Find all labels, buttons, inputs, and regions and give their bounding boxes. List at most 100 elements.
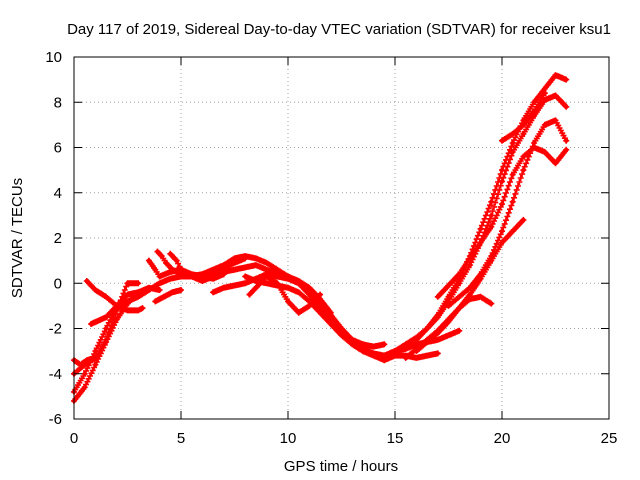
series-sat-10 (152, 287, 184, 305)
data-point (264, 267, 269, 272)
data-point (531, 109, 537, 114)
series-sat-21 (499, 90, 548, 144)
y-tick-label: 10 (45, 49, 62, 66)
data-point (553, 161, 558, 166)
axis-ticks: 0 5 10 15 20 25 -6 -4 -2 0 2 4 6 8 10 (45, 49, 617, 447)
data-point (446, 303, 451, 309)
data-point (542, 149, 547, 155)
data-point (93, 287, 98, 293)
y-tick-label: -6 (49, 411, 62, 428)
y-tick-label: 4 (54, 185, 62, 202)
data-point (499, 167, 505, 173)
data-point (371, 353, 376, 358)
data-point (178, 287, 184, 293)
data-point (542, 122, 547, 128)
data-point (210, 274, 216, 279)
series-sat-20 (413, 293, 495, 355)
data-point (168, 251, 173, 257)
data-point (521, 122, 526, 128)
data-point (146, 287, 152, 293)
data-point (414, 355, 419, 361)
data-point (478, 276, 483, 281)
data-point (155, 249, 160, 254)
data-point (435, 294, 440, 300)
data-point (255, 283, 261, 288)
series-sat-17 (434, 144, 570, 300)
series-markers (445, 117, 570, 309)
data-point (414, 348, 419, 354)
data-point (157, 281, 162, 286)
data-point (403, 355, 408, 361)
data-point (178, 267, 184, 272)
data-point (210, 290, 216, 295)
data-point (521, 167, 526, 173)
data-point (243, 274, 248, 279)
y-tick-label: 6 (54, 140, 62, 157)
data-point (243, 265, 248, 270)
data-point (136, 308, 141, 313)
data-point (564, 138, 569, 143)
data-point (403, 344, 408, 349)
data-point (542, 86, 547, 91)
data-point (564, 104, 569, 109)
data-point (264, 281, 269, 286)
x-axis-label: GPS time / hours (284, 458, 398, 475)
data-point (424, 353, 430, 358)
data-point (521, 217, 526, 223)
data-point (382, 357, 387, 363)
data-point (243, 253, 248, 259)
data-point (153, 299, 158, 304)
data-point (457, 328, 462, 333)
data-point (553, 118, 558, 123)
data-point (371, 344, 376, 349)
data-point (146, 258, 152, 263)
data-point (382, 342, 387, 347)
data-point (521, 131, 526, 137)
data-point (553, 72, 558, 78)
series-sat-19 (402, 216, 527, 361)
data-point (542, 91, 547, 96)
data-point (435, 337, 440, 343)
data-point (221, 285, 226, 290)
data-point (159, 253, 164, 259)
data-point (478, 240, 483, 245)
data-point (521, 154, 526, 159)
series-markers (154, 248, 388, 350)
data-point (88, 321, 94, 327)
data-point (253, 278, 259, 284)
data-point (168, 269, 173, 275)
data-point (339, 326, 344, 331)
data-point (103, 314, 109, 320)
data-point (499, 138, 505, 143)
data-point (424, 326, 430, 331)
data-point (232, 267, 237, 272)
data-point (84, 278, 90, 284)
data-point (232, 283, 237, 288)
series-sat-13 (246, 273, 324, 316)
data-point (170, 290, 175, 295)
data-point (499, 240, 505, 245)
data-point (553, 93, 558, 98)
x-tick-label: 0 (70, 430, 78, 447)
data-point (499, 201, 505, 207)
data-point (103, 294, 109, 300)
data-point (435, 351, 440, 356)
y-tick-label: 0 (54, 275, 62, 292)
data-point (317, 310, 323, 315)
data-point (564, 147, 569, 152)
y-axis-label: SDTVAR / TECUs (9, 178, 26, 298)
series-sat-16 (402, 72, 570, 350)
data-point (510, 140, 515, 146)
data-point (221, 262, 226, 268)
data-point (467, 292, 473, 297)
data-point (125, 281, 130, 286)
data-point (296, 290, 301, 295)
data-point (510, 229, 515, 234)
data-point (125, 299, 130, 304)
data-point (78, 362, 83, 367)
data-point (350, 342, 355, 347)
data-point (317, 292, 323, 297)
data-point (307, 287, 312, 293)
data-point (478, 294, 483, 300)
